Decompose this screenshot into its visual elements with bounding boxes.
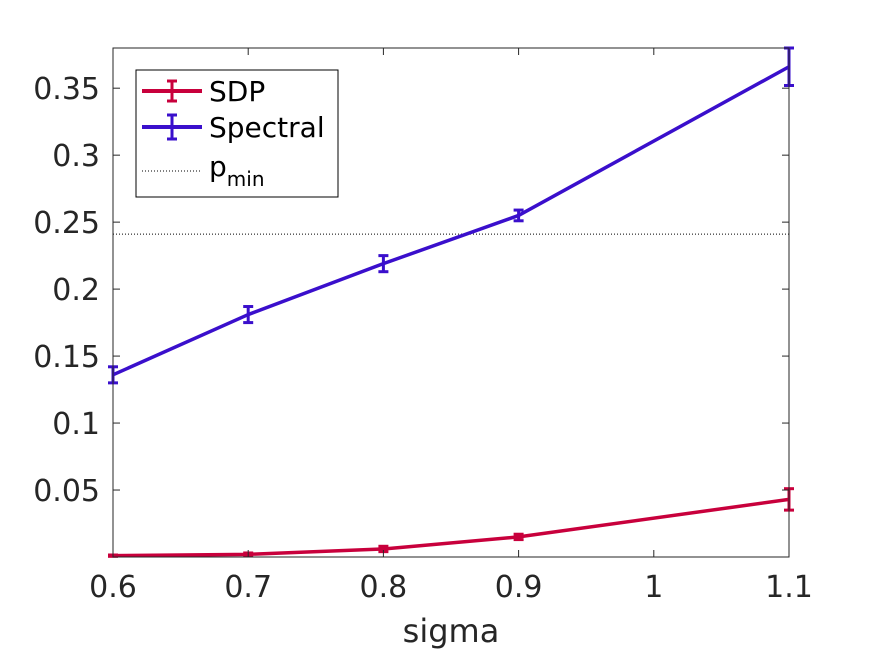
y-tick-label: 0.05 <box>33 474 100 509</box>
plot-frame <box>112 47 790 558</box>
y-tick-label: 0.3 <box>52 139 100 174</box>
x-tick-label: 0.9 <box>495 570 543 605</box>
legend-label-spectral: Spectral <box>209 111 325 144</box>
legend: SDP Spectral pmin <box>135 69 339 198</box>
legend-entry-sdp: SDP <box>142 75 265 108</box>
legend-label-pmin: pmin <box>209 150 265 191</box>
y-tick-label: 0.25 <box>33 206 100 241</box>
y-tick-label: 0.35 <box>33 72 100 107</box>
y-tick-label: 0.1 <box>52 407 100 442</box>
x-tick-label: 1 <box>644 570 663 605</box>
legend-label-pmin-main: p <box>209 150 227 183</box>
x-tick-label: 1.1 <box>765 570 813 605</box>
y-tick-label: 0.2 <box>52 273 100 308</box>
legend-label-sdp: SDP <box>209 75 265 108</box>
series-line-sdp <box>112 497 790 558</box>
x-tick-label: 0.8 <box>360 570 408 605</box>
y-tick-label: 0.15 <box>33 340 100 375</box>
legend-entry-pmin: pmin <box>142 150 265 191</box>
x-tick-label: 0.6 <box>89 570 137 605</box>
legend-label-pmin-subscript: min <box>227 167 265 191</box>
legend-entry-spectral: Spectral <box>142 111 325 144</box>
x-tick-label: 0.7 <box>224 570 272 605</box>
x-axis-title: sigma <box>403 612 500 650</box>
